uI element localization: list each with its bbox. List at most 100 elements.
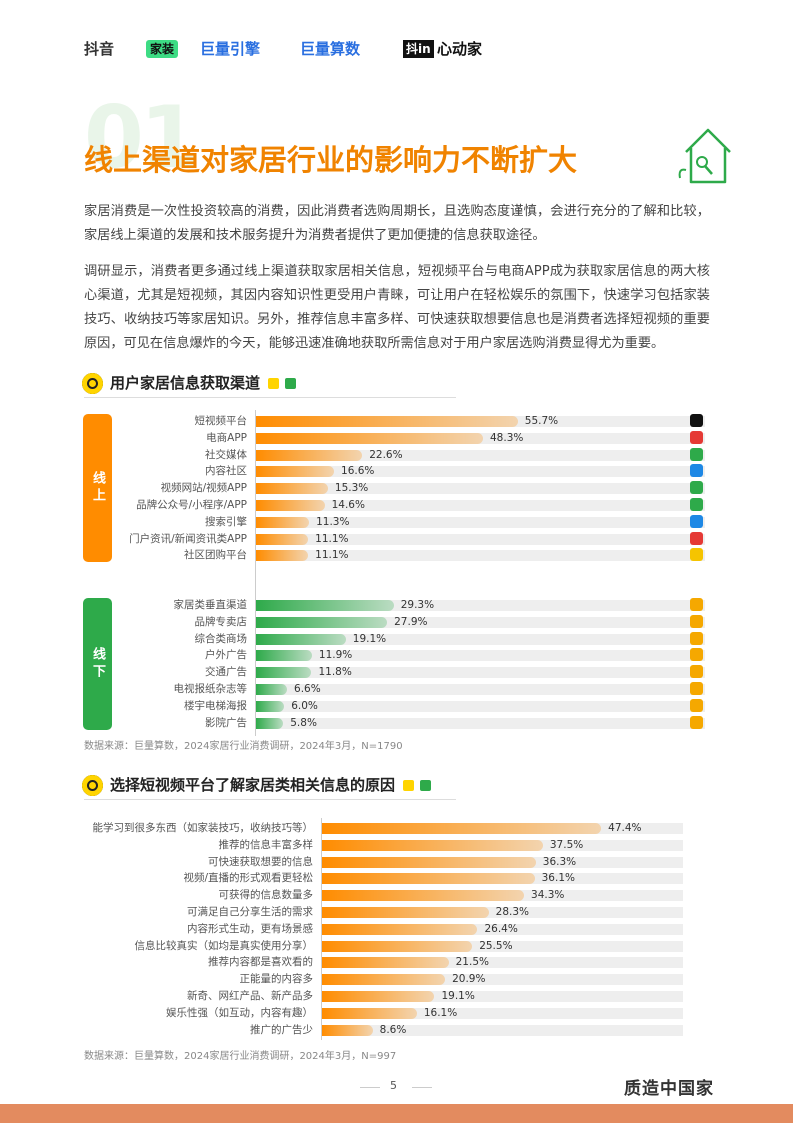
bar [256,717,284,729]
bar-track [256,533,705,545]
value-label: 19.1% [441,990,475,1002]
value-label: 11.1% [315,549,349,562]
bar-track [322,923,683,935]
category-label: 社交媒体 [205,448,247,461]
app-icon [690,631,703,645]
bar [322,923,478,935]
section-icon [82,775,103,796]
app-icon [690,498,703,511]
value-label: 11.3% [316,515,350,528]
value-label: 11.9% [318,649,353,662]
category-label: 楼宇电梯海报 [184,699,247,712]
app-icon [690,698,703,712]
value-label: 27.9% [394,615,428,628]
category-label: 正能量的内容多 [239,973,314,986]
app-icon [690,430,703,444]
group-label: 线上 [83,414,112,563]
bar [256,550,309,562]
bar [256,516,310,528]
house-icon [678,128,731,184]
value-label: 28.3% [495,906,530,918]
app-icon [690,682,703,695]
paragraph: 调研显示，消费者更多通过线上渠道获取家居相关信息，短视频平台与电商APP成为获取… [84,264,710,351]
logo-juliang-suanshu: 巨量算数 [300,40,361,58]
bar-track [322,1007,683,1019]
bar [256,650,312,662]
bar [322,890,525,902]
app-icon [690,447,703,461]
bar-track [256,483,705,495]
app-icon [690,531,703,545]
category-label: 搜索引擎 [205,515,247,528]
bar [322,1007,417,1019]
app-icon [690,598,703,611]
value-label: 16.6% [341,465,375,478]
category-label: 影院广告 [205,716,247,729]
bar [322,839,543,851]
value-label: 5.8% [290,716,317,729]
square [285,378,296,389]
bar [322,974,446,986]
divider [84,397,456,398]
category-label: 交通广告 [205,666,247,679]
category-label: 可快速获取想要的信息 [208,855,313,868]
square [403,780,414,791]
bottom-band [0,1104,793,1123]
bar [256,600,394,611]
bar-track [256,600,705,611]
value-label: 34.3% [531,889,565,902]
category-label: 信息比较真实（如均是真实使用分享） [134,939,314,952]
bar [322,856,536,868]
bar [322,873,535,885]
logo-jiazhuang: 家装 [146,40,179,58]
category-label: 品牌公众号/小程序/APP [136,499,247,511]
bar-track [256,717,705,729]
bar-track [256,650,705,662]
app-icon [690,548,703,562]
bar [256,466,335,478]
category-label: 推广的广告少 [250,1023,313,1036]
bar-track [256,700,705,712]
category-label: 电商APP [206,431,247,444]
bar [256,500,325,511]
bar [256,700,285,712]
logo-douyin: 抖音 [84,40,115,58]
axis-line [321,818,322,1040]
category-label: 门户资讯/新闻资讯类APP [129,532,247,545]
section-title: 选择短视频平台了解家居类相关信息的原因 [110,776,396,794]
value-label: 11.8% [318,666,352,679]
value-label: 22.6% [369,448,403,461]
category-label: 视频网站/视频APP [160,482,247,495]
value-label: 11.1% [315,532,349,545]
bar [256,483,328,495]
value-label: 55.7% [524,415,559,427]
app-icon [690,514,703,528]
bar [256,533,309,545]
logo-xindongjia: 心动家 [437,40,483,58]
value-label: 36.3% [542,855,577,868]
value-label: 20.9% [452,973,486,986]
value-label: 47.4% [608,822,642,834]
group-label: 线下 [83,598,112,730]
value-label: 6.0% [291,699,318,712]
bar [322,940,473,952]
value-label: 26.4% [484,922,518,935]
bar [256,667,312,679]
category-label: 推荐内容都是喜欢看的 [208,956,313,969]
bar [256,432,483,444]
bar-track [322,940,683,952]
bar [256,449,363,461]
bar-track [256,616,705,628]
value-label: 15.3% [334,482,369,495]
app-icon [690,648,703,662]
bar [256,633,346,645]
bar-track [256,466,705,478]
axis-line [255,410,256,736]
value-label: 29.3% [400,599,435,611]
source-note: 数据来源：巨量算数，2024家居行业消费调研，2024年3月，N=1790 [84,741,403,752]
rule [412,1087,432,1088]
bar-track [322,907,683,918]
category-label: 户外广告 [205,649,247,662]
